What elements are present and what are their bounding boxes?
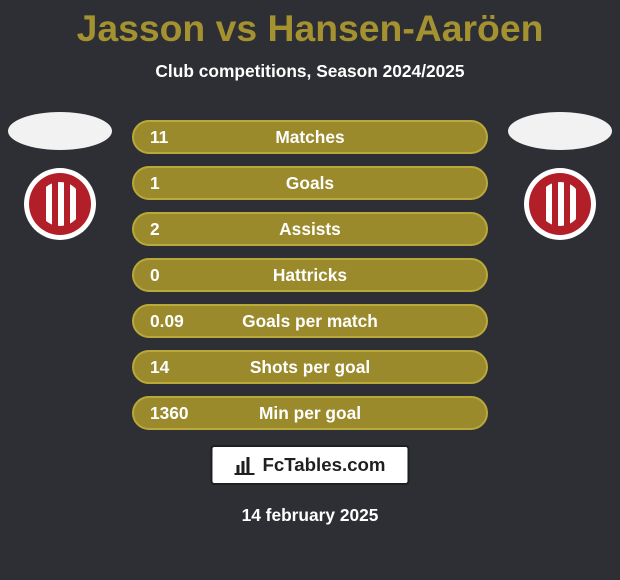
comparison-card: Jasson vs Hansen-Aaröen Club competition… [0,0,620,580]
player-silhouette-left [8,112,112,150]
brand-badge: FcTables.com [210,445,409,485]
stat-value-left: 2 [134,219,222,240]
stat-value-left: 1 [134,173,222,194]
stat-row: 11Matches [132,120,488,154]
stats-list: 11Matches1Goals2Assists0Hattricks0.09Goa… [132,120,488,430]
stat-value-left: 1360 [134,403,222,424]
stat-row: 1360Min per goal [132,396,488,430]
stat-row: 14Shots per goal [132,350,488,384]
club-badge-center [38,182,82,226]
player-left-column [0,112,120,240]
bar-chart-icon [234,455,254,475]
club-badge-center [538,182,582,226]
stat-label: Goals [222,173,398,194]
stat-value-left: 0.09 [134,311,222,332]
stat-value-left: 14 [134,357,222,378]
stat-row: 2Assists [132,212,488,246]
club-badge-right [524,168,596,240]
brand-text: FcTables.com [262,454,385,476]
stat-label: Hattricks [222,265,398,286]
player-right-column [500,112,620,240]
stat-label: Min per goal [222,403,398,424]
stat-label: Assists [222,219,398,240]
stat-value-left: 0 [134,265,222,286]
page-title: Jasson vs Hansen-Aaröen [0,0,620,49]
club-badge-left [24,168,96,240]
stat-row: 1Goals [132,166,488,200]
stat-label: Goals per match [222,311,398,332]
stat-label: Shots per goal [222,357,398,378]
season-subtitle: Club competitions, Season 2024/2025 [0,61,620,82]
stat-label: Matches [222,127,398,148]
stat-value-left: 11 [134,127,222,148]
stat-row: 0.09Goals per match [132,304,488,338]
player-silhouette-right [508,112,612,150]
stat-row: 0Hattricks [132,258,488,292]
generated-date: 14 february 2025 [0,505,620,526]
